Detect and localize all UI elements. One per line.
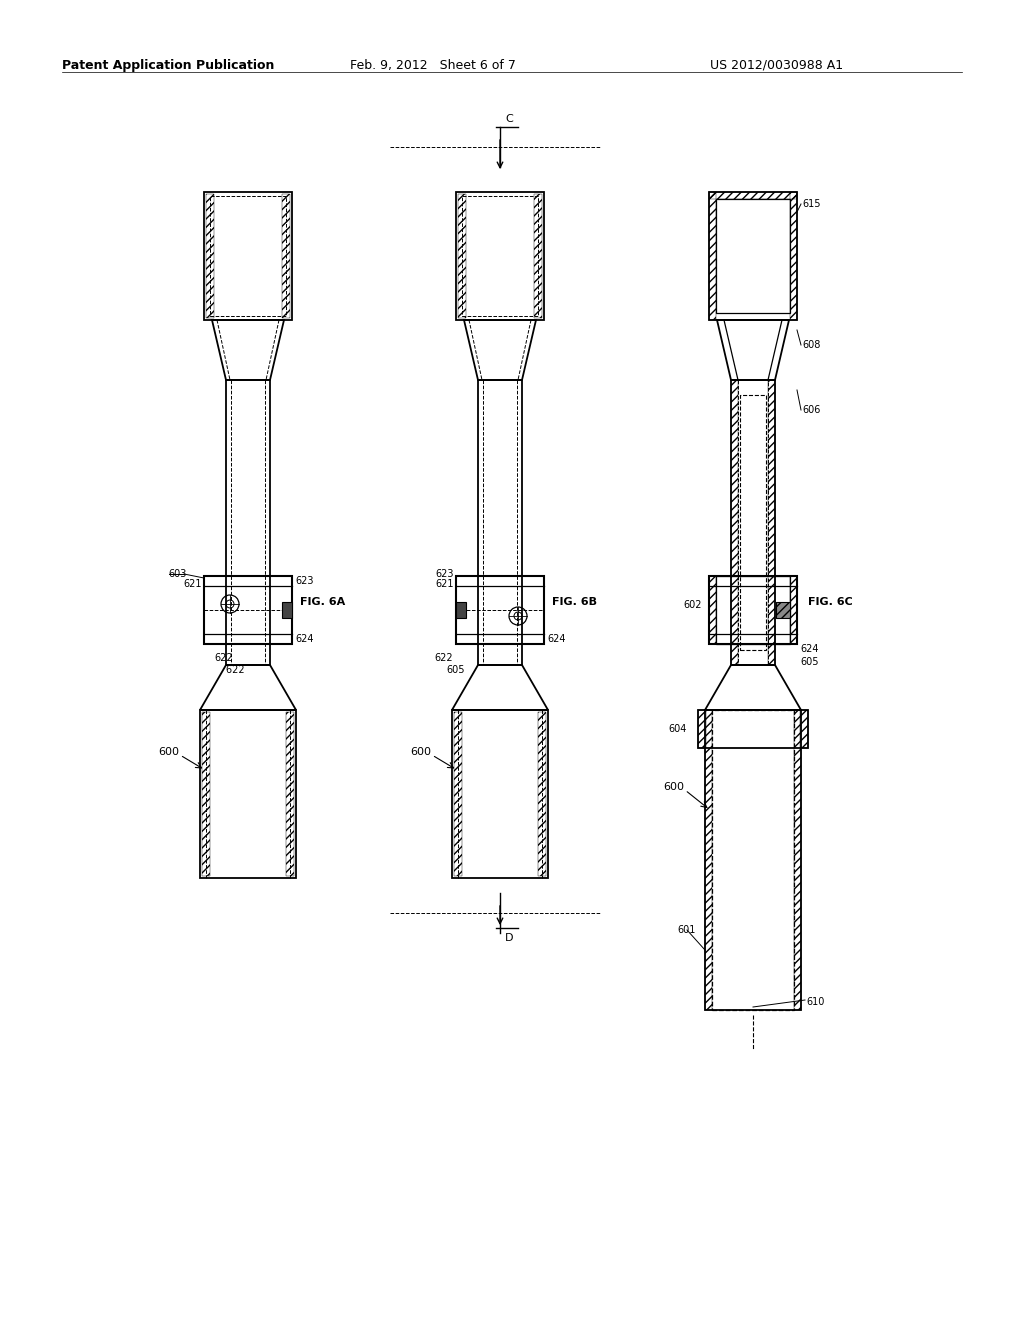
Bar [462,195,538,315]
Bar [478,380,522,665]
Text: 608: 608 [802,341,820,350]
Bar [534,194,542,318]
Text: 601: 601 [677,925,695,935]
Bar [458,194,466,318]
Bar [538,711,546,876]
Text: C: C [505,114,513,124]
Text: 605: 605 [446,665,465,675]
Bar [716,199,790,313]
Text: FIG. 6B: FIG. 6B [552,597,597,607]
Text: Feb. 9, 2012   Sheet 6 of 7: Feb. 9, 2012 Sheet 6 of 7 [350,58,516,71]
Bar [204,191,292,319]
Bar [709,191,797,319]
Bar [456,602,466,618]
Bar [202,711,210,876]
Bar [452,710,548,878]
Text: 610: 610 [806,997,824,1007]
Text: 615: 615 [802,199,820,209]
Text: 624: 624 [547,634,565,644]
Bar [731,380,775,665]
Text: FIG. 6A: FIG. 6A [300,597,345,607]
Bar [204,576,292,644]
Bar [712,710,794,1010]
Bar [282,194,290,318]
Bar [768,380,775,665]
Bar [800,710,808,748]
Text: 604: 604 [668,723,686,734]
Bar [705,710,801,1010]
Text: 605: 605 [800,657,818,667]
Bar [794,710,801,1010]
Text: 624: 624 [295,634,313,644]
Text: FIG. 6C: FIG. 6C [808,597,853,607]
Bar [286,711,294,876]
Bar [698,710,706,748]
Text: 622: 622 [434,653,453,663]
Text: 603: 603 [168,569,186,579]
Text: 622: 622 [226,665,248,675]
Text: D: D [505,933,513,942]
Bar [738,380,768,665]
Bar [709,576,716,644]
Text: 624: 624 [800,644,818,653]
Bar [200,710,296,878]
Text: 623: 623 [435,569,454,579]
Bar [226,380,270,665]
Bar [731,380,738,665]
Bar [709,191,797,199]
Bar [709,576,797,644]
Bar [776,602,790,618]
Text: US 2012/0030988 A1: US 2012/0030988 A1 [710,58,843,71]
Text: 600: 600 [663,781,684,792]
Bar [206,194,214,318]
Text: 621: 621 [435,579,454,589]
Bar [705,710,712,1010]
Bar [740,395,766,649]
Bar [790,191,797,319]
Text: 606: 606 [802,405,820,414]
Text: 600: 600 [410,747,431,756]
Bar [709,191,716,319]
Text: 621: 621 [183,579,202,589]
Bar [282,602,292,618]
Bar [456,576,544,644]
Bar [790,576,797,644]
Bar [716,576,790,644]
Bar [698,710,808,748]
Bar [776,602,790,618]
Bar [456,191,544,319]
Text: 622: 622 [214,653,232,663]
Bar [454,711,462,876]
Text: 623: 623 [295,576,313,586]
Text: 600: 600 [158,747,179,756]
Text: Patent Application Publication: Patent Application Publication [62,58,274,71]
Text: 602: 602 [683,601,701,610]
Bar [210,195,286,315]
